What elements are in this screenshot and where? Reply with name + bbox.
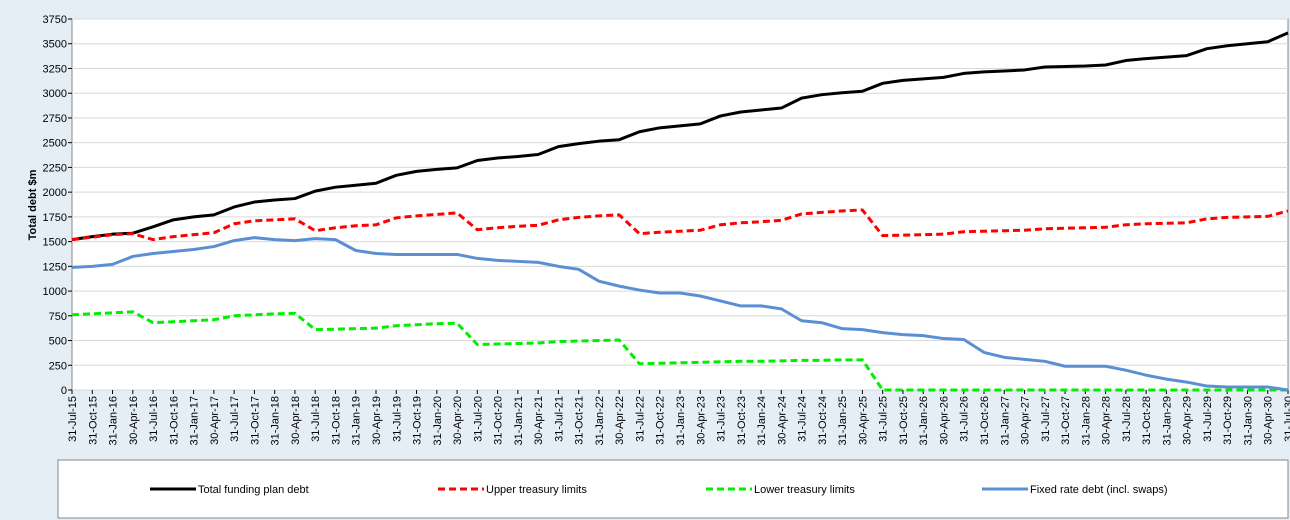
plot-area [71, 18, 1289, 391]
x-tick-label: 31-Oct-22 [655, 396, 667, 445]
x-tick-label: 31-Oct-23 [736, 396, 748, 445]
x-tick-label: 30-Apr-17 [209, 396, 221, 445]
x-tick-label: 30-Apr-25 [857, 396, 869, 445]
x-tick-label: 30-Apr-24 [776, 396, 788, 445]
x-tick-label: 31-Jul-21 [553, 396, 565, 442]
y-tick-label: 250 [49, 360, 67, 372]
legend-label: Upper treasury limits [486, 484, 587, 496]
x-tick-label: 30-Apr-16 [128, 396, 140, 445]
legend [57, 459, 1289, 519]
x-tick-label: 31-Oct-24 [817, 396, 829, 445]
y-axis-label: Total debt $m [27, 169, 39, 240]
x-tick-label: 30-Apr-26 [938, 396, 950, 445]
x-tick-label: 31-Jul-22 [634, 396, 646, 442]
x-tick-label: 31-Oct-28 [1141, 396, 1153, 445]
x-tick-label: 31-Jan-21 [513, 396, 525, 446]
x-tick-label: 31-Jul-17 [229, 396, 241, 442]
x-tick-label: 31-Oct-26 [979, 396, 991, 445]
y-tick-label: 3750 [43, 14, 67, 26]
series-line [71, 31, 1289, 242]
x-tick-label: 30-Apr-20 [452, 396, 464, 445]
x-tick-label: 31-Jul-28 [1121, 396, 1133, 442]
x-tick-label: 31-Jan-18 [270, 396, 282, 446]
x-tick-label: 31-Oct-21 [574, 396, 586, 445]
y-tick-label: 0 [61, 385, 67, 397]
x-tick-label: 30-Apr-28 [1101, 396, 1113, 445]
x-tick-label: 31-Jul-27 [1040, 396, 1052, 442]
x-tick-label: 31-Oct-17 [249, 396, 261, 445]
x-tick-label: 31-Jan-24 [756, 396, 768, 446]
y-tick-label: 2250 [43, 162, 67, 174]
x-tick-label: 31-Jul-25 [878, 396, 890, 442]
x-tick-label: 31-Jul-18 [310, 396, 322, 442]
legend-label: Lower treasury limits [754, 484, 855, 496]
legend-label: Total funding plan debt [198, 484, 309, 496]
y-tick-label: 3250 [43, 63, 67, 75]
x-tick-label: 31-Jul-15 [67, 396, 79, 442]
x-tick-label: 31-Jul-29 [1202, 396, 1214, 442]
x-tick-label: 31-Jan-17 [189, 396, 201, 446]
legend-label: Fixed rate debt (incl. swaps) [1030, 484, 1168, 496]
x-tick-label: 30-Apr-30 [1263, 396, 1275, 445]
x-tick-label: 31-Oct-25 [898, 396, 910, 445]
x-tick-label: 31-Oct-29 [1222, 396, 1234, 445]
x-tick-label: 30-Apr-27 [1020, 396, 1032, 445]
y-tick-label: 1250 [43, 261, 67, 273]
series-line [71, 208, 1289, 242]
x-tick-label: 30-Apr-23 [695, 396, 707, 445]
y-tick-label: 2750 [43, 113, 67, 125]
x-tick-label: 31-Oct-19 [412, 396, 424, 445]
x-tick-label: 31-Jan-27 [999, 396, 1011, 446]
x-tick-label: 31-Jan-28 [1080, 396, 1092, 446]
x-tick-label: 31-Oct-18 [330, 396, 342, 445]
x-tick-label: 31-Oct-16 [168, 396, 180, 445]
x-tick-label: 30-Apr-18 [290, 396, 302, 445]
x-tick-label: 31-Jan-22 [594, 396, 606, 446]
x-tick-label: 31-Jul-24 [797, 396, 809, 442]
y-tick-label: 750 [49, 311, 67, 323]
series-line [71, 236, 1289, 392]
y-tick-label: 2500 [43, 138, 67, 150]
x-tick-label: 31-Jan-23 [675, 396, 687, 446]
y-tick-label: 1000 [43, 286, 67, 298]
x-tick-label: 31-Jul-30 [1283, 396, 1290, 442]
y-tick-label: 3000 [43, 88, 67, 100]
x-tick-label: 31-Jul-23 [716, 396, 728, 442]
y-tick-label: 2000 [43, 187, 67, 199]
x-tick-label: 31-Oct-27 [1060, 396, 1072, 445]
x-tick-label: 31-Jul-26 [959, 396, 971, 442]
x-tick-label: 31-Oct-20 [493, 396, 505, 445]
series-line [71, 310, 1288, 392]
y-tick-label: 1750 [43, 212, 67, 224]
x-tick-label: 31-Jan-26 [918, 396, 930, 446]
x-tick-label: 30-Apr-19 [371, 396, 383, 445]
x-tick-label: 31-Jul-16 [148, 396, 160, 442]
x-tick-label: 31-Jan-20 [432, 396, 444, 446]
x-tick-label: 31-Jan-19 [351, 396, 363, 446]
x-tick-label: 31-Jan-29 [1161, 396, 1173, 446]
x-tick-label: 31-Jul-20 [472, 396, 484, 442]
x-tick-label: 31-Jan-25 [837, 396, 849, 446]
x-tick-label: 31-Jan-16 [108, 396, 120, 446]
y-tick-label: 1500 [43, 237, 67, 249]
y-tick-label: 3500 [43, 39, 67, 51]
x-tick-label: 30-Apr-29 [1182, 396, 1194, 445]
x-tick-label: 31-Jul-19 [391, 396, 403, 442]
y-tick-label: 500 [49, 336, 67, 348]
x-tick-label: 31-Oct-15 [87, 396, 99, 445]
x-tick-label: 31-Jan-30 [1242, 396, 1254, 446]
x-tick-label: 30-Apr-21 [533, 396, 545, 445]
x-tick-label: 30-Apr-22 [614, 396, 626, 445]
